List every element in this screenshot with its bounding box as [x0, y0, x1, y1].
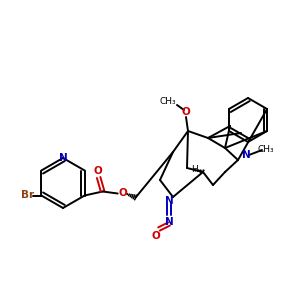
- Text: CH₃: CH₃: [258, 146, 274, 154]
- Text: O: O: [118, 188, 127, 199]
- Text: N: N: [58, 153, 68, 163]
- Text: H: H: [192, 164, 198, 173]
- Text: N: N: [242, 150, 250, 160]
- Text: O: O: [152, 231, 160, 241]
- Text: N: N: [165, 196, 173, 206]
- Text: Br: Br: [21, 190, 34, 200]
- Text: N: N: [165, 217, 173, 227]
- Text: CH₃: CH₃: [160, 98, 176, 106]
- Text: O: O: [93, 166, 102, 176]
- Text: O: O: [182, 107, 190, 117]
